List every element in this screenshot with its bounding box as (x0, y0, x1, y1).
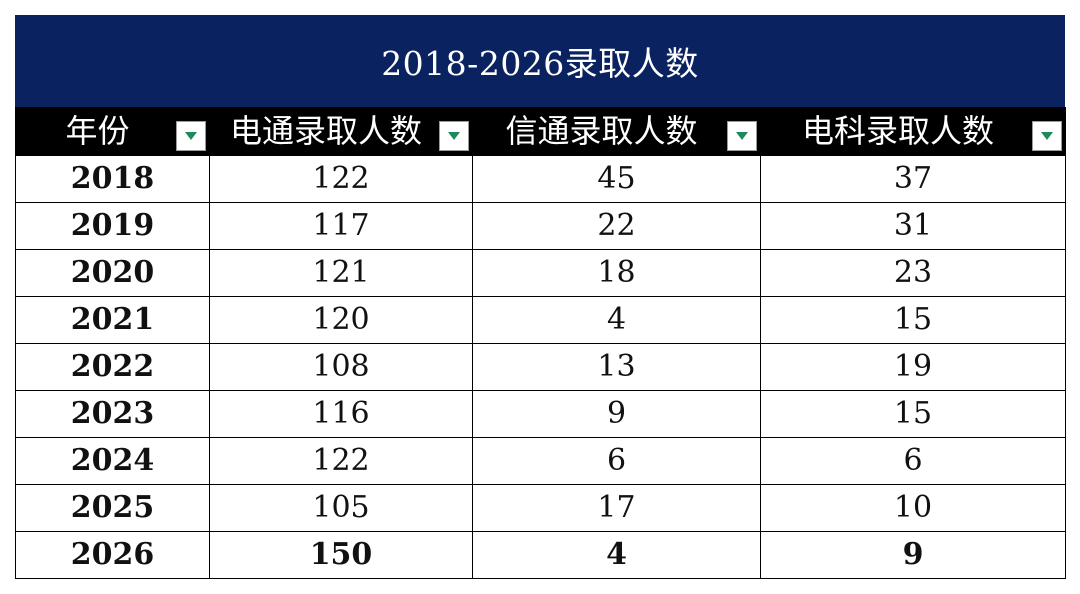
header-row: 年份 电通录取人数 信通录取人数 (15, 107, 1066, 156)
cell-year[interactable]: 2020 (15, 249, 210, 297)
filter-dropdown-icon (1041, 132, 1053, 140)
cell-dk[interactable]: 23 (760, 249, 1066, 297)
table-row: 2021 120 4 15 (15, 296, 1066, 344)
filter-dropdown-button[interactable] (1032, 121, 1062, 151)
cell-dk[interactable]: 15 (760, 296, 1066, 344)
cell-dt[interactable]: 122 (209, 155, 473, 203)
cell-year[interactable]: 2025 (15, 484, 210, 532)
header-year: 年份 (15, 107, 210, 156)
cell-dk[interactable]: 9 (760, 531, 1066, 579)
header-dk: 电科录取人数 (760, 107, 1066, 156)
header-label: 信通录取人数 (505, 112, 698, 150)
cell-year[interactable]: 2019 (15, 202, 210, 250)
cell-dt[interactable]: 105 (209, 484, 473, 532)
cell-xt[interactable]: 18 (472, 249, 761, 297)
cell-dt[interactable]: 108 (209, 343, 473, 391)
cell-xt[interactable]: 22 (472, 202, 761, 250)
admissions-table: 年份 电通录取人数 信通录取人数 (15, 107, 1066, 579)
table-title: 2018-2026录取人数 (15, 15, 1065, 107)
cell-dk[interactable]: 10 (760, 484, 1066, 532)
cell-dt[interactable]: 116 (209, 390, 473, 438)
cell-xt[interactable]: 9 (472, 390, 761, 438)
table-row: 2018 122 45 37 (15, 155, 1066, 203)
cell-dt[interactable]: 122 (209, 437, 473, 485)
header-label: 电通录取人数 (229, 112, 422, 150)
cell-year[interactable]: 2018 (15, 155, 210, 203)
header-label: 年份 (65, 112, 130, 150)
cell-year[interactable]: 2021 (15, 296, 210, 344)
table-row: 2020 121 18 23 (15, 249, 1066, 297)
table-row: 2024 122 6 6 (15, 437, 1066, 485)
filter-dropdown-button[interactable] (727, 121, 757, 151)
cell-dt[interactable]: 117 (209, 202, 473, 250)
filter-dropdown-button[interactable] (176, 121, 206, 151)
cell-xt[interactable]: 13 (472, 343, 761, 391)
cell-dk[interactable]: 37 (760, 155, 1066, 203)
cell-xt[interactable]: 17 (472, 484, 761, 532)
cell-dk[interactable]: 31 (760, 202, 1066, 250)
cell-year[interactable]: 2024 (15, 437, 210, 485)
table-row: 2026 150 4 9 (15, 531, 1066, 579)
cell-xt[interactable]: 45 (472, 155, 761, 203)
header-dt: 电通录取人数 (209, 107, 473, 156)
spreadsheet: 2018-2026录取人数 年份 电通录取人数 (15, 15, 1066, 579)
cell-dt[interactable]: 120 (209, 296, 473, 344)
table-row: 2022 108 13 19 (15, 343, 1066, 391)
filter-dropdown-icon (448, 132, 460, 140)
filter-dropdown-icon (185, 132, 197, 140)
table-row: 2025 105 17 10 (15, 484, 1066, 532)
table-row: 2019 117 22 31 (15, 202, 1066, 250)
filter-dropdown-button[interactable] (439, 121, 469, 151)
cell-dt[interactable]: 150 (209, 531, 473, 579)
cell-year[interactable]: 2022 (15, 343, 210, 391)
cell-year[interactable]: 2026 (15, 531, 210, 579)
cell-year[interactable]: 2023 (15, 390, 210, 438)
cell-xt[interactable]: 4 (472, 296, 761, 344)
header-xt: 信通录取人数 (472, 107, 761, 156)
table-row: 2023 116 9 15 (15, 390, 1066, 438)
cell-xt[interactable]: 4 (472, 531, 761, 579)
cell-dk[interactable]: 15 (760, 390, 1066, 438)
cell-xt[interactable]: 6 (472, 437, 761, 485)
cell-dk[interactable]: 19 (760, 343, 1066, 391)
cell-dt[interactable]: 121 (209, 249, 473, 297)
cell-dk[interactable]: 6 (760, 437, 1066, 485)
filter-dropdown-icon (736, 132, 748, 140)
header-label: 电科录取人数 (801, 112, 994, 150)
